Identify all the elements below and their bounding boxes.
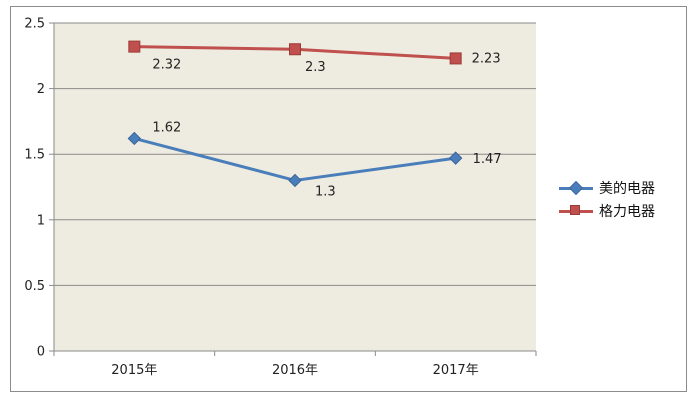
x-tick-label: 2017年 xyxy=(433,363,479,378)
x-tick-label: 2016年 xyxy=(272,363,318,378)
legend-item-series-1: 美的电器 xyxy=(559,176,684,199)
data-point-diamond xyxy=(127,131,142,146)
y-tick-label: 0.5 xyxy=(24,279,45,294)
legend-item-series-2: 格力电器 xyxy=(559,199,684,222)
y-tick-label: 1.5 xyxy=(24,148,45,163)
y-tick-label: 0 xyxy=(37,345,45,360)
data-point-diamond xyxy=(448,151,463,165)
data-point-square xyxy=(128,40,141,53)
y-tick-label: 2 xyxy=(37,82,45,97)
legend-label-series-1: 美的电器 xyxy=(599,180,655,197)
chart-legend: 美的电器 格力电器 xyxy=(559,176,684,222)
data-point-square xyxy=(289,43,301,56)
data-point-square xyxy=(449,52,462,65)
y-tick-label: 2.5 xyxy=(24,17,45,32)
legend-swatch-series-2 xyxy=(559,204,593,218)
y-tick-label: 1 xyxy=(37,213,45,228)
data-point-diamond xyxy=(288,173,302,188)
legend-swatch-series-1 xyxy=(559,180,593,195)
data-label: 2.3 xyxy=(305,60,326,75)
legend-label-series-2: 格力电器 xyxy=(599,203,655,220)
data-label: 2.23 xyxy=(472,51,501,66)
data-label: 1.62 xyxy=(152,120,181,135)
data-label: 1.3 xyxy=(315,184,336,199)
data-label: 2.32 xyxy=(152,58,181,73)
x-tick-label: 2015年 xyxy=(111,363,157,378)
data-label: 1.47 xyxy=(473,152,502,167)
legend-square-marker xyxy=(570,204,580,215)
legend-diamond-marker xyxy=(568,180,584,195)
